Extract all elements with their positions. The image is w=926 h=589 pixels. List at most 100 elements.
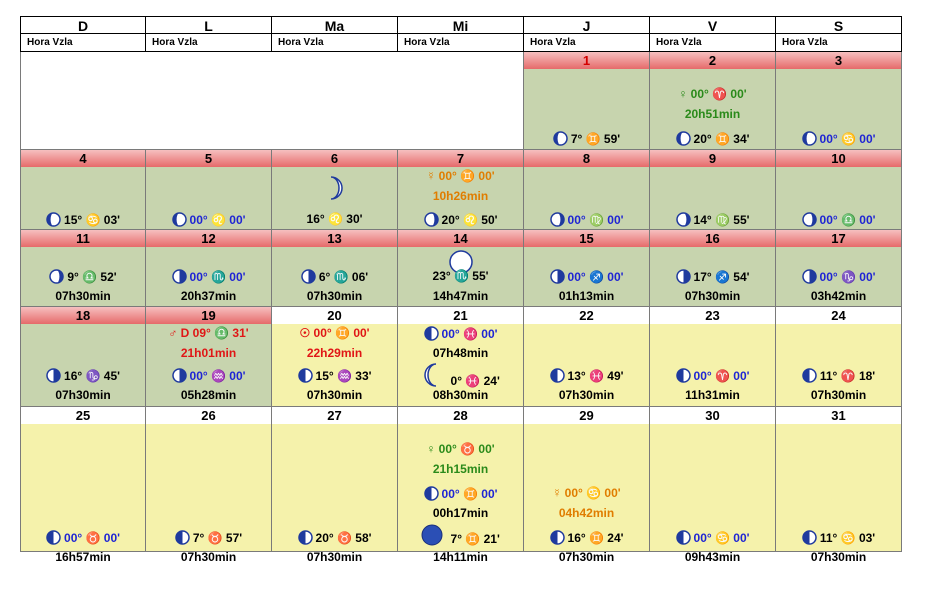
event-line: 21h01min [146, 346, 271, 360]
event-line: 13° ♓ 49' [524, 368, 649, 383]
event-text: 00h17min [432, 506, 489, 520]
day-number: 18 [21, 307, 145, 324]
moon-phase-icon [46, 530, 61, 545]
event-text: 16h57min [55, 550, 111, 564]
calendar-week: 18 16° ♑ 45' 07h30min 19 ♂ D 09° ♎ 31' 21h01m… [20, 307, 902, 407]
day-number: 17 [776, 230, 901, 247]
event-line: 07h30min [272, 388, 397, 402]
day-number: 15 [524, 230, 649, 247]
event-line: ☉ 00° ♊ 00' [272, 326, 397, 340]
event-line: 10h26min [398, 189, 523, 203]
event-text: 16° ♌ 30' [306, 212, 363, 226]
day-number: 22 [524, 307, 649, 324]
event-line: 21h15min [398, 462, 523, 476]
event-text: ☿ 00° ♊ 00' [426, 169, 495, 183]
day-cell: 22 13° ♓ 49' 07h30min [524, 307, 650, 407]
moon-phase-icon [297, 368, 313, 383]
event-line: 20h51min [650, 107, 775, 121]
day-cell: 17° ♊ 59'07h30min [524, 52, 650, 166]
event-line: 00° ♐ 00' [524, 269, 649, 284]
moon-phase-icon [802, 530, 817, 545]
moon-position: 7° ♊ 59' [570, 132, 621, 146]
moon-phase-icon [46, 368, 61, 383]
day-number: 16 [650, 230, 775, 247]
day-cell: 25 00° ♉ 00' 16h57min [20, 407, 146, 564]
event-line: 00° ♉ 00' [21, 530, 145, 545]
event-text: 20h37min [180, 289, 237, 303]
event-line: ♀ 00° ♈ 00' [650, 87, 775, 101]
event-line: 17° ♐ 54' [650, 269, 775, 284]
moon-position: 00° ♎ 00' [819, 213, 876, 227]
event-line: 7° ♊ 59' [524, 131, 649, 146]
moon-phase-icon [171, 368, 187, 383]
day-number: 4 [21, 150, 145, 167]
event-line: 00° ♏ 00' [146, 269, 271, 284]
moon-phase-icon [297, 530, 313, 545]
moon-phase-icon [549, 212, 565, 227]
moon-phase-icon [171, 212, 187, 227]
weekday-header-row: D L Ma Mi J V S [20, 16, 902, 34]
day-number: 19 [146, 307, 271, 324]
event-line: 15° ♒ 33' [272, 368, 397, 383]
phase-icon-line [398, 249, 523, 275]
event-text: 09h43min [684, 550, 741, 564]
event-line: ♂ D 09° ♎ 31' [146, 326, 271, 340]
day-number: 6 [272, 150, 397, 167]
event-line: 20° ♌ 50' [398, 212, 523, 227]
event-text: 20h51min [684, 107, 741, 121]
event-line: 07h30min [776, 550, 901, 564]
event-line: 04h42min [524, 506, 649, 520]
moon-phase-icon [675, 269, 691, 284]
day-number: 29 [524, 407, 649, 424]
event-line: 05h28min [146, 388, 271, 402]
moon-position: 14° ♍ 55' [693, 213, 750, 227]
moon-position: 17° ♐ 54' [693, 270, 750, 284]
moon-position: 15° ♒ 33' [315, 369, 372, 383]
day-number: 3 [776, 52, 901, 69]
event-text: ♀ 00° ♈ 00' [678, 87, 747, 101]
moon-phase-icon [675, 530, 691, 545]
moon-phase-icon [675, 212, 691, 227]
day-cell: 28 ♀ 00° ♉ 00' 21h15min 00° ♊ 00' 00h17min 7… [398, 407, 524, 564]
moon-position: 00° ♊ 00' [441, 487, 498, 501]
event-line: 23° ♏ 55' [398, 269, 523, 283]
moon-phase-icon [423, 486, 439, 501]
moon-position: 9° ♎ 52' [67, 270, 117, 284]
day-number: 23 [650, 307, 775, 324]
event-text: ☉ 00° ♊ 00' [299, 326, 370, 340]
moon-position: 16° ♑ 45' [64, 369, 120, 383]
event-text: 05h28min [180, 388, 237, 402]
moon-phase-icon [801, 131, 817, 146]
calendar-week: 415° ♋ 03'07h30min500° ♌ 00'13h25min6 16°… [20, 150, 902, 246]
event-line: 00° ♈ 00' [650, 368, 775, 383]
event-text: 07h30min [55, 388, 111, 402]
day-number: 12 [146, 230, 271, 247]
moon-position: 00° ♓ 00' [441, 327, 498, 341]
moon-position: 20° ♊ 34' [693, 132, 750, 146]
event-line: 07h30min [272, 550, 397, 564]
day-cell: 18 16° ♑ 45' 07h30min [20, 307, 146, 407]
calendar-week: 25 00° ♉ 00' 16h57min 26 7° ♉ 57' 07h30min 27 2… [20, 407, 902, 564]
event-line: 6° ♏ 06' [272, 269, 397, 284]
event-line: 14h11min [398, 550, 523, 564]
event-line: 07h30min [21, 289, 145, 303]
moon-phase-icon [423, 326, 439, 341]
event-line: 20° ♉ 58' [272, 530, 397, 545]
day-number: 28 [398, 407, 523, 424]
day-cell: 415° ♋ 03'07h30min [20, 150, 146, 246]
moon-position: 00° ♉ 00' [64, 531, 120, 545]
event-text: 21h15min [432, 462, 489, 476]
event-text: 21h01min [180, 346, 237, 360]
day-cell: 500° ♌ 00'13h25min [146, 150, 272, 246]
event-line: 07h30min [524, 550, 649, 564]
event-line: 09h43min [650, 550, 775, 564]
event-text: 07h30min [810, 550, 867, 564]
moon-position: 00° ♋ 00' [819, 132, 876, 146]
moon-position: 00° ♒ 00' [189, 369, 246, 383]
day-cell: 17 00° ♑ 00' 03h42min [776, 230, 902, 307]
day-cell: 29 ☿ 00° ♋ 00' 04h42min 16° ♊ 24' 07h30min [524, 407, 650, 564]
event-line: 22h29min [272, 346, 397, 360]
hora-label: Hora Vzla [272, 34, 398, 52]
